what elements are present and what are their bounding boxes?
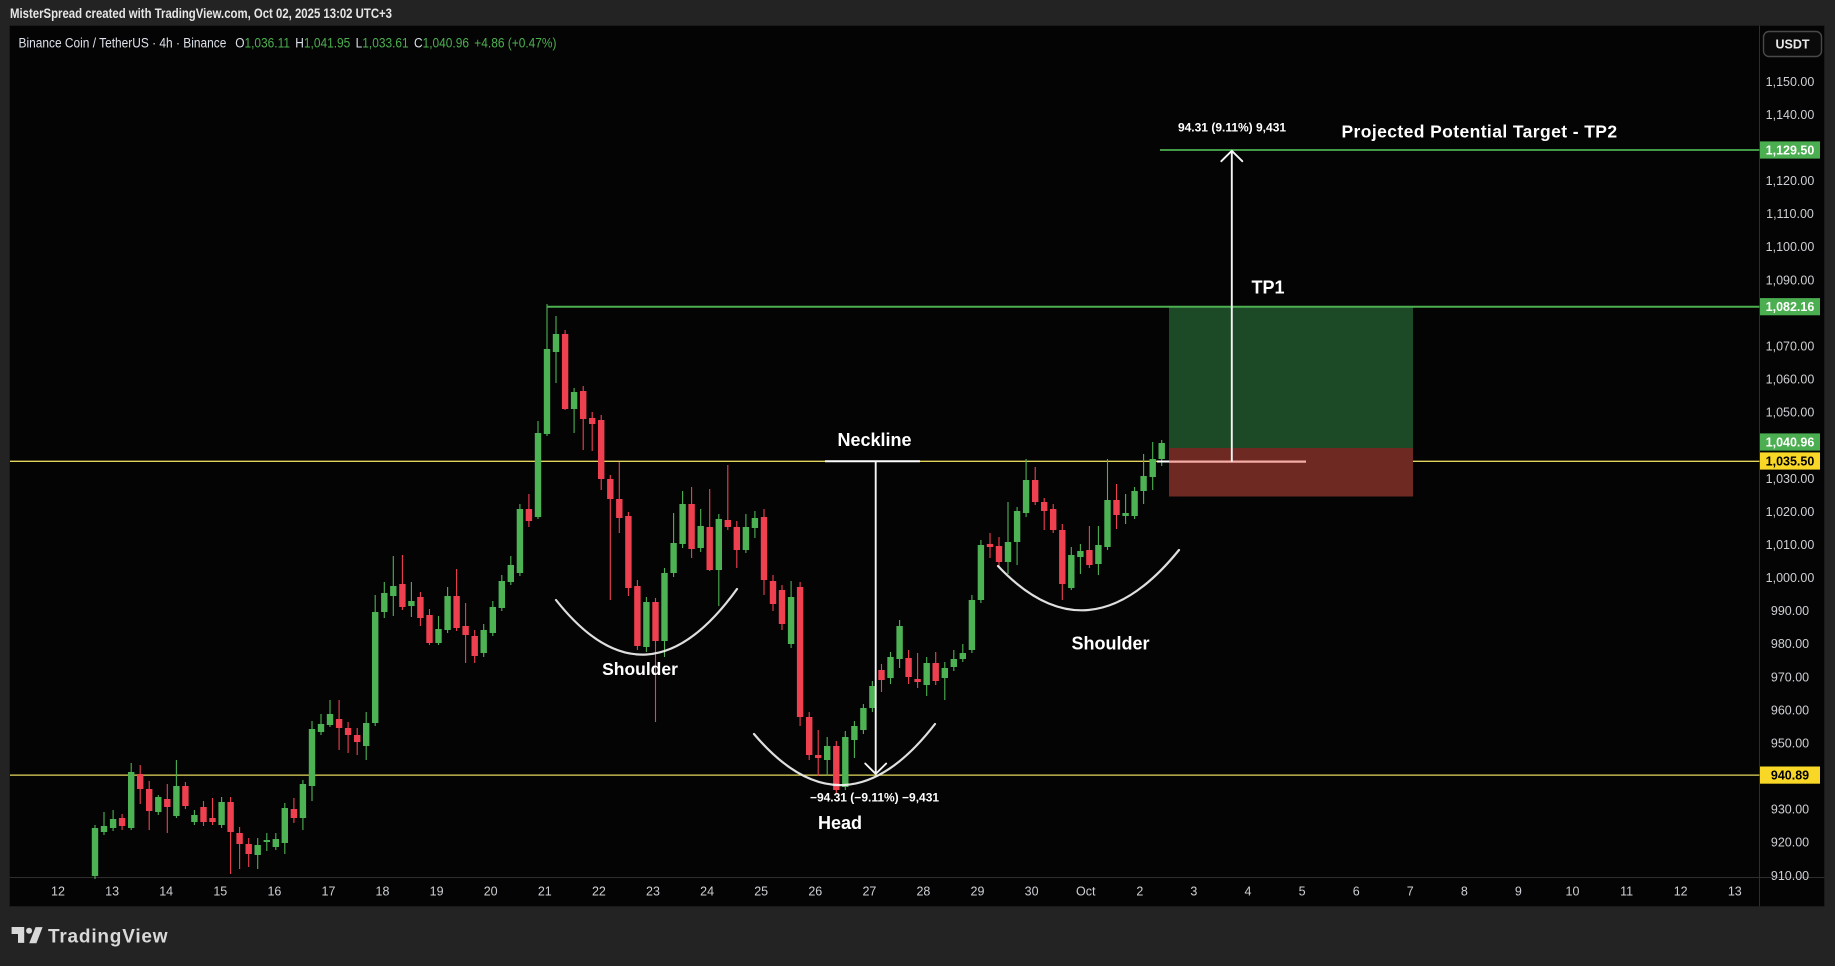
svg-text:960.00: 960.00 [1771,703,1809,717]
svg-text:3: 3 [1190,885,1197,899]
svg-text:28: 28 [916,885,930,899]
svg-text:970.00: 970.00 [1771,670,1809,684]
svg-text:2: 2 [1136,885,1143,899]
svg-text:16: 16 [267,885,281,899]
svg-text:4: 4 [1245,885,1252,899]
svg-text:13: 13 [105,885,119,899]
svg-text:Head: Head [818,813,862,833]
svg-text:1,000.00: 1,000.00 [1766,571,1815,585]
svg-text:1,050.00: 1,050.00 [1766,406,1815,420]
svg-text:19: 19 [430,885,444,899]
svg-text:11: 11 [1620,885,1633,899]
svg-text:1,090.00: 1,090.00 [1766,273,1815,287]
svg-text:Oct: Oct [1076,885,1096,899]
svg-text:1,129.50: 1,129.50 [1766,143,1815,157]
svg-text:6: 6 [1353,885,1360,899]
svg-text:Shoulder: Shoulder [602,659,678,679]
svg-text:21: 21 [538,885,552,899]
svg-text:1,150.00: 1,150.00 [1766,75,1815,89]
svg-text:Projected Potential Target - T: Projected Potential Target - TP2 [1341,122,1617,142]
svg-text:13: 13 [1728,885,1742,899]
svg-text:TradingView: TradingView [48,927,168,948]
svg-text:Binance Coin / TetherUS · 4h ·: Binance Coin / TetherUS · 4h · BinanceO1… [19,36,557,51]
svg-text:26: 26 [808,885,822,899]
svg-text:8: 8 [1461,885,1468,899]
svg-text:7: 7 [1407,885,1414,899]
svg-text:Neckline: Neckline [837,430,911,450]
svg-text:17: 17 [322,885,336,899]
svg-text:5: 5 [1299,885,1306,899]
svg-text:24: 24 [700,885,714,899]
svg-text:1,060.00: 1,060.00 [1766,373,1815,387]
svg-text:15: 15 [213,885,227,899]
svg-text:1,020.00: 1,020.00 [1766,505,1815,519]
svg-text:1,070.00: 1,070.00 [1766,339,1815,353]
svg-text:30: 30 [1025,885,1039,899]
svg-text:MisterSpread created with Trad: MisterSpread created with TradingView.co… [10,6,392,21]
svg-text:920.00: 920.00 [1771,836,1809,850]
svg-text:−94.31 (−9.11%) −9,431: −94.31 (−9.11%) −9,431 [810,791,939,805]
svg-text:1,030.00: 1,030.00 [1766,472,1815,486]
svg-text:10: 10 [1566,885,1580,899]
svg-text:12: 12 [51,885,65,899]
svg-text:1,100.00: 1,100.00 [1766,240,1815,254]
svg-text:910.00: 910.00 [1771,869,1809,883]
svg-text:9: 9 [1515,885,1522,899]
svg-text:22: 22 [592,885,606,899]
svg-text:1,110.00: 1,110.00 [1766,207,1814,221]
svg-text:20: 20 [484,885,498,899]
svg-text:29: 29 [971,885,985,899]
svg-text:TP1: TP1 [1251,278,1284,298]
svg-text:1,140.00: 1,140.00 [1766,108,1815,122]
svg-text:Shoulder: Shoulder [1071,634,1149,654]
svg-text:23: 23 [646,885,660,899]
svg-text:1,120.00: 1,120.00 [1766,174,1815,188]
svg-text:940.89: 940.89 [1771,768,1809,782]
svg-text:930.00: 930.00 [1771,803,1809,817]
svg-text:1,035.50: 1,035.50 [1766,454,1815,468]
svg-text:1,040.96: 1,040.96 [1766,435,1815,449]
svg-text:950.00: 950.00 [1771,737,1809,751]
svg-text:USDT: USDT [1775,38,1809,52]
svg-text:12: 12 [1674,885,1688,899]
svg-text:94.31 (9.11%) 9,431: 94.31 (9.11%) 9,431 [1178,121,1286,135]
svg-text:980.00: 980.00 [1771,637,1809,651]
svg-text:25: 25 [754,885,768,899]
svg-text:1,082.16: 1,082.16 [1766,300,1815,314]
svg-text:1,010.00: 1,010.00 [1766,538,1815,552]
svg-text:18: 18 [376,885,390,899]
svg-text:27: 27 [862,885,876,899]
svg-text:14: 14 [159,885,173,899]
svg-text:990.00: 990.00 [1771,604,1809,618]
